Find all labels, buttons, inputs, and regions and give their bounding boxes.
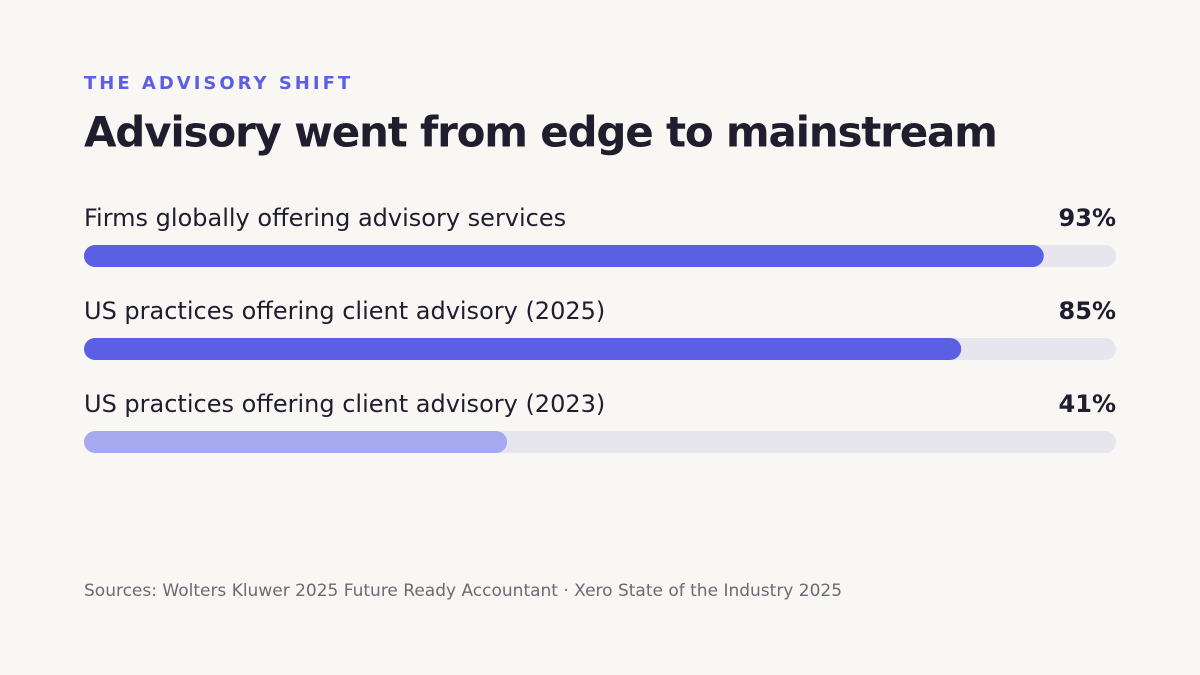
eyebrow: THE ADVISORY SHIFT (84, 73, 353, 94)
bar-label: US practices offering client advisory (2… (84, 297, 605, 325)
source: Sources: Wolters Kluwer 2025 Future Read… (84, 581, 842, 601)
bar (84, 245, 1044, 267)
value-label: 85% (1059, 297, 1116, 325)
value-label: 41% (1059, 390, 1116, 418)
bar-label: US practices offering client advisory (2… (84, 390, 605, 418)
bar-label: Firms globally offering advisory service… (84, 204, 566, 232)
value-label: 93% (1059, 204, 1116, 232)
bar (84, 338, 962, 360)
chart-title: Advisory went from edge to mainstream (84, 108, 997, 157)
bar (84, 431, 508, 453)
